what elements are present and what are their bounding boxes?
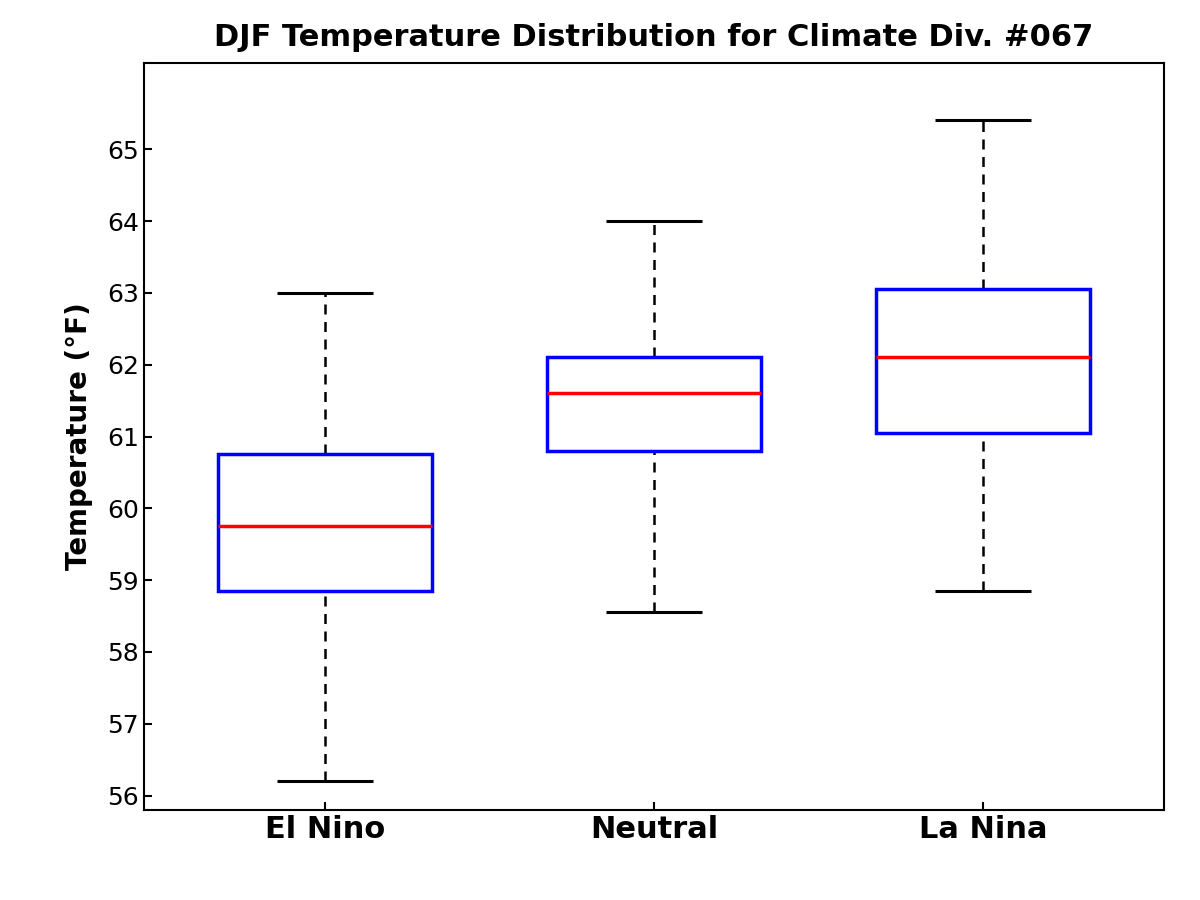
Title: DJF Temperature Distribution for Climate Div. #067: DJF Temperature Distribution for Climate… bbox=[215, 23, 1093, 52]
Bar bbox=[218, 454, 432, 591]
Bar bbox=[876, 289, 1090, 433]
Y-axis label: Temperature (°F): Temperature (°F) bbox=[65, 302, 94, 571]
Bar bbox=[547, 357, 761, 451]
